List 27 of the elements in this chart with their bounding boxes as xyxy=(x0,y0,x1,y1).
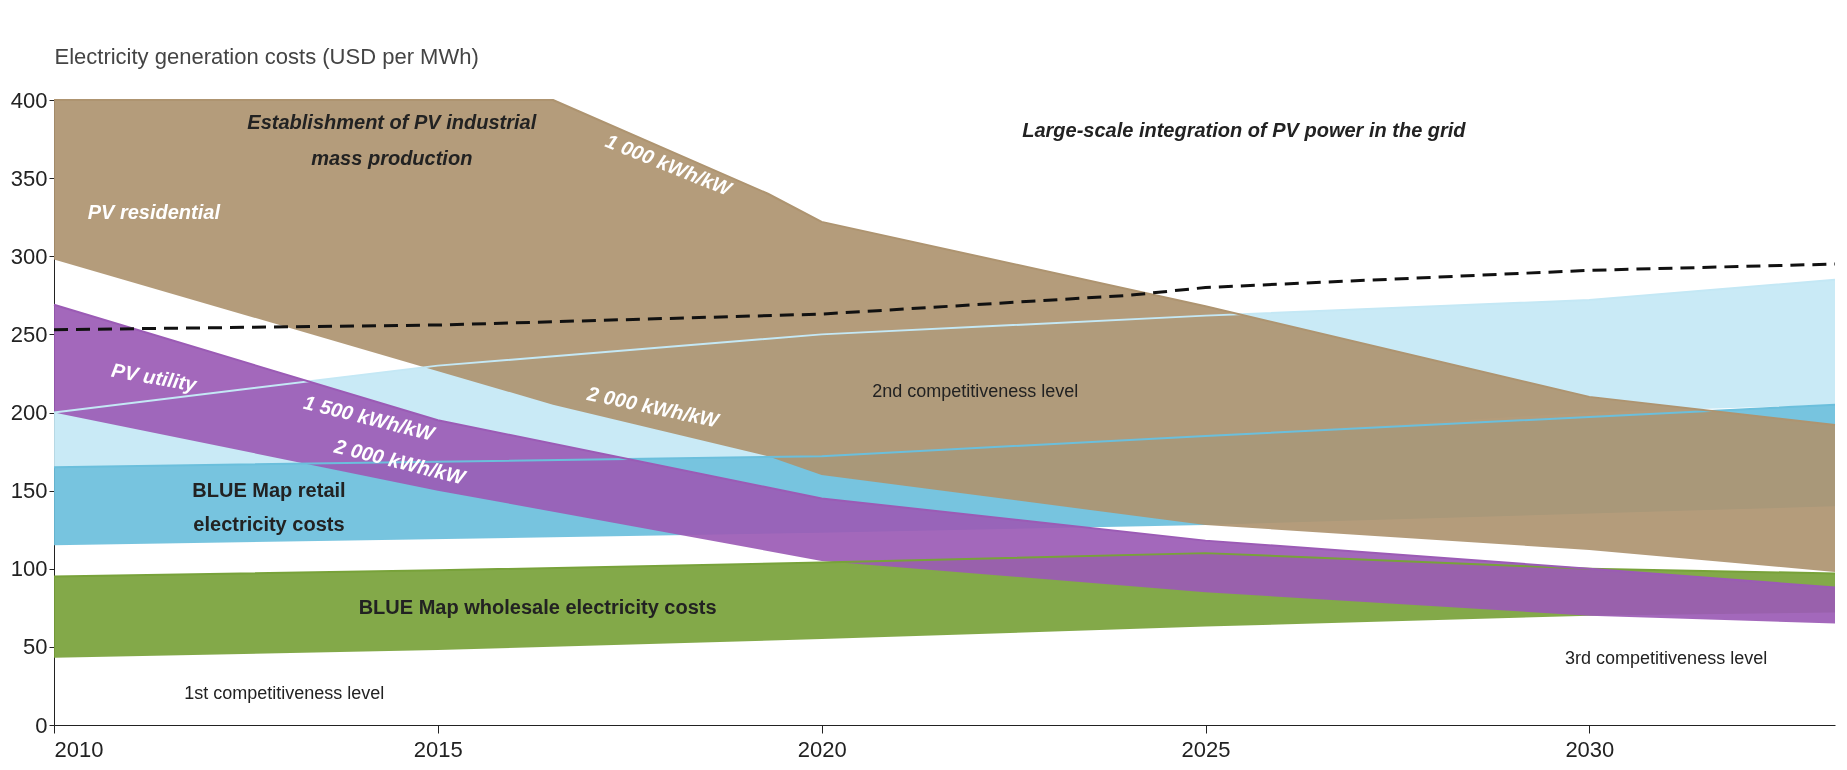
annotation: 3rd competitiveness level xyxy=(1565,648,1768,669)
y-tick-label: 250 xyxy=(10,321,48,347)
y-tick-label: 200 xyxy=(10,400,48,425)
y-axis-title: Electricity generation costs (USD per MWh) xyxy=(54,43,479,69)
y-tick-label: 100 xyxy=(10,556,48,582)
y-tick-label: 50 xyxy=(23,634,48,660)
y-tick-label: 350 xyxy=(10,165,48,191)
annotation: Large-scale integration of PV power in the grid xyxy=(1022,119,1467,142)
y-tick-label: 150 xyxy=(10,478,48,504)
y-tick-label: 0 xyxy=(35,712,48,738)
annotation: Establishment of PV industrial xyxy=(247,111,537,134)
annotation: mass production xyxy=(311,147,473,170)
annotation: PV residential xyxy=(87,200,221,223)
annotation: BLUE Map wholesale electricity costs xyxy=(358,595,717,618)
annotation: 2 000 kWh/kW xyxy=(584,382,723,432)
y-tick-label: 300 xyxy=(10,243,48,269)
x-tick-label: 2015 xyxy=(413,736,463,762)
x-tick-label: 2025 xyxy=(1181,736,1231,762)
annotation: 2nd competitiveness level xyxy=(872,381,1079,402)
x-tick-label: 2030 xyxy=(1565,736,1615,762)
annotation: PV utility xyxy=(109,358,199,396)
annotation: electricity costs xyxy=(193,513,345,535)
x-tick-label: 2010 xyxy=(54,736,104,762)
annotation: BLUE Map retail xyxy=(192,478,346,501)
annotation: 1st competitiveness level xyxy=(184,682,385,703)
y-tick-label: 400 xyxy=(10,87,48,113)
x-tick-label: 2020 xyxy=(797,736,847,762)
